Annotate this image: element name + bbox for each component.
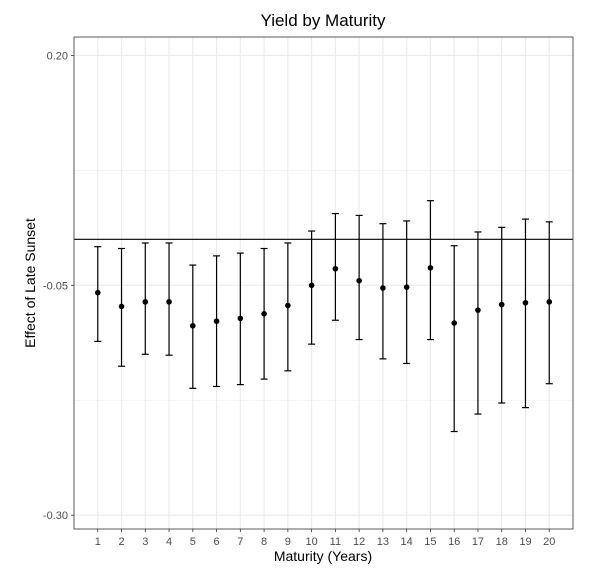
data-point: [285, 302, 291, 309]
x-tick-label: 14: [401, 536, 413, 548]
x-tick-label: 20: [543, 536, 555, 548]
data-point: [213, 318, 220, 324]
plot-border: [73, 36, 574, 530]
x-tick-label: 18: [496, 536, 508, 548]
data-point: [237, 315, 244, 322]
estimate-with-ci: [450, 245, 458, 433]
x-tick-label: 8: [261, 536, 267, 548]
estimate-with-ci: [189, 264, 197, 389]
data-point: [332, 265, 339, 272]
x-tick-label: 6: [214, 536, 220, 548]
estimate-with-ci: [308, 230, 316, 345]
data-point: [118, 303, 125, 310]
x-tick-label: 19: [519, 536, 531, 548]
x-tick-label: 1: [95, 536, 101, 548]
estimate-with-ci: [213, 255, 221, 388]
x-tick-label: 4: [166, 536, 172, 548]
data-point: [546, 299, 553, 305]
estimate-with-ci: [355, 214, 363, 341]
estimate-with-ci: [521, 218, 529, 409]
estimate-with-ci: [403, 220, 411, 365]
chart-title: Yield by Maturity: [260, 11, 386, 30]
y-tick-label: -0.30: [43, 510, 68, 522]
estimate-with-ci: [379, 223, 387, 360]
x-tick-label: 5: [190, 536, 196, 548]
plot-panel: [74, 37, 573, 529]
estimate-with-ci: [94, 246, 102, 342]
y-tick-label: -0.05: [43, 280, 68, 292]
estimate-with-ci: [545, 221, 553, 385]
data-point: [522, 299, 529, 306]
estimate-with-ci: [474, 231, 482, 415]
x-tick-label: 9: [285, 536, 291, 548]
data-point: [451, 320, 457, 326]
x-tick-label: 17: [472, 536, 484, 548]
x-tick-label: 11: [330, 536, 341, 548]
x-tick-label: 2: [118, 536, 124, 548]
estimate-with-ci: [165, 242, 173, 356]
estimate-with-ci: [284, 242, 292, 372]
estimate-with-ci: [260, 247, 268, 380]
data-point: [94, 289, 101, 296]
estimate-with-ci: [236, 252, 244, 386]
data-point: [427, 265, 434, 271]
x-axis-title: Maturity (Years): [274, 548, 372, 564]
y-tick-label: 0.20: [47, 50, 68, 62]
estimate-with-ci: [426, 200, 434, 341]
x-tick-label: 13: [377, 536, 389, 548]
y-axis-title: Effect of Late Sunset: [22, 218, 38, 348]
data-point: [142, 299, 149, 305]
data-point: [308, 282, 315, 289]
x-tick-label: 16: [448, 536, 460, 548]
data-point: [475, 307, 481, 313]
data-point: [380, 285, 386, 291]
data-point: [356, 277, 362, 284]
data-marks: [94, 200, 553, 433]
estimate-with-ci: [118, 247, 126, 367]
x-tick-label: 7: [237, 536, 243, 548]
data-point: [403, 284, 410, 290]
data-point: [261, 311, 267, 317]
x-tick-label: 15: [424, 536, 436, 548]
estimate-with-ci: [498, 226, 506, 404]
data-point: [190, 322, 196, 329]
estimate-with-ci: [141, 242, 149, 355]
axes: 0.20-0.05-0.301 2 3 4 5 6 7 8 9 10 11 12 13 14 15 16 17 1…: [43, 50, 555, 548]
data-point: [498, 301, 505, 308]
estimate-with-ci: [331, 212, 339, 321]
x-tick-label: 3: [142, 536, 148, 548]
x-tick-label: 12: [353, 536, 365, 548]
data-point: [166, 299, 172, 305]
x-tick-label: 10: [305, 536, 317, 548]
